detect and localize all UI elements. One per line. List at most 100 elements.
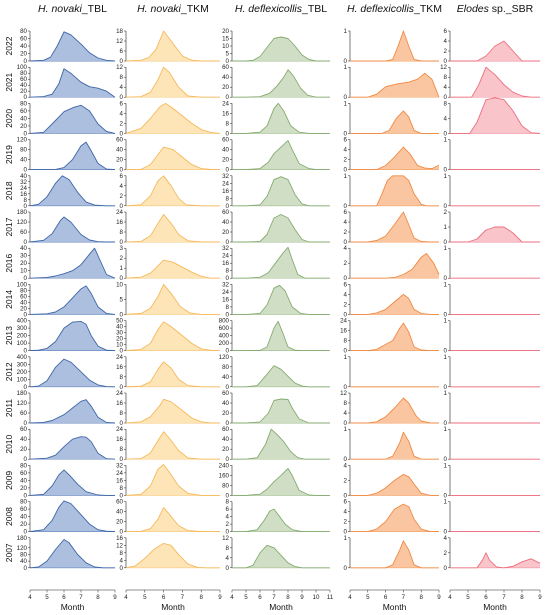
panel-2020-hd_tbl: 0 8 16 24 bbox=[222, 100, 330, 137]
y-tick-label: 240 bbox=[219, 462, 230, 469]
density-area bbox=[232, 69, 330, 98]
panel-2011-hd_tbl: 0 20 40 60 bbox=[222, 390, 330, 427]
panel-2016-hd_tkm: 0 2 4 bbox=[344, 245, 440, 282]
density-area bbox=[30, 469, 115, 496]
y-tick-label: 60 bbox=[20, 293, 27, 300]
y-tick-label: 0 bbox=[24, 348, 28, 355]
x-tick-label: 5 bbox=[466, 594, 470, 601]
y-tick-label: 180 bbox=[17, 390, 28, 397]
x-tick-label: 6 bbox=[384, 594, 388, 601]
y-tick-label: 40 bbox=[20, 558, 27, 565]
y-tick-label: 0 bbox=[120, 456, 124, 463]
y-tick-label: 0 bbox=[344, 529, 348, 536]
y-tick-label: 0 bbox=[120, 565, 124, 572]
y-tick-label: 0 bbox=[24, 275, 28, 282]
density-line bbox=[125, 146, 221, 171]
density-line bbox=[125, 102, 221, 134]
y-tick-label: 0 bbox=[226, 58, 230, 65]
panel-2022-el_sbr: 0 2 4 6 bbox=[444, 28, 540, 65]
panel-2012-el_sbr: 01 bbox=[444, 354, 540, 391]
panel-2020-hd_tkm: 01 bbox=[344, 100, 439, 137]
year-label-2011: 2011 bbox=[4, 399, 14, 418]
y-tick-label: 1 bbox=[444, 462, 448, 469]
density-area bbox=[126, 67, 220, 98]
y-tick-label: 0 bbox=[120, 130, 124, 137]
y-tick-label: 2 bbox=[226, 521, 230, 528]
y-tick-label: 60 bbox=[222, 64, 229, 71]
panel-2018-el_sbr: 01 bbox=[444, 173, 540, 210]
y-tick-label: 16 bbox=[222, 110, 229, 117]
y-tick-label: 0 bbox=[226, 565, 230, 572]
density-area bbox=[126, 321, 220, 351]
density-area bbox=[30, 248, 115, 279]
y-tick-label: 60 bbox=[20, 410, 27, 417]
panel-2008-el_sbr: 01 bbox=[444, 499, 540, 536]
density-area bbox=[30, 31, 115, 61]
y-tick-label: 2 bbox=[344, 157, 348, 164]
year-label-2018: 2018 bbox=[4, 181, 14, 200]
panel-2019-el_sbr: 01 bbox=[444, 137, 540, 174]
density-line bbox=[232, 176, 330, 207]
panel-2014-el_sbr: 01 bbox=[444, 281, 540, 318]
y-tick-label: 12 bbox=[116, 64, 123, 71]
y-tick-label: 4 bbox=[344, 245, 348, 252]
panel-2016-hn_tkm: 0 1 2 3 bbox=[120, 245, 220, 282]
y-tick-label: 100 bbox=[17, 340, 28, 347]
panel-2017-hd_tbl: 0 20 40 60 bbox=[222, 209, 330, 246]
y-tick-label: 24 bbox=[116, 390, 123, 397]
panel-2013-hd_tkm: 0 8 16 24 bbox=[340, 318, 439, 355]
y-tick-label: 160 bbox=[219, 472, 230, 479]
y-tick-label: 1 bbox=[444, 245, 448, 252]
y-tick-label: 5 bbox=[120, 296, 124, 303]
y-tick-label: 1 bbox=[344, 64, 348, 71]
y-tick-label: 2 bbox=[444, 550, 448, 557]
x-axis-hn_tbl: 4 5 6 7 8 9 Month bbox=[28, 589, 117, 612]
y-tick-label: 0 bbox=[226, 239, 230, 246]
y-tick-label: 0 bbox=[120, 311, 124, 318]
density-line bbox=[232, 544, 330, 569]
y-tick-label: 6 bbox=[226, 506, 230, 513]
density-line bbox=[125, 321, 221, 352]
panel-2019-hd_tbl: 0 20 40 60 bbox=[222, 137, 330, 174]
density-line bbox=[125, 464, 220, 496]
panel-2010-hd_tkm: 01 bbox=[344, 426, 439, 463]
x-tick-label: 7 bbox=[79, 594, 83, 601]
density-line bbox=[350, 397, 439, 424]
density-area bbox=[30, 500, 115, 532]
y-tick-label: 8 bbox=[226, 195, 230, 202]
panel-2022-hd_tkm: 01 bbox=[344, 28, 439, 65]
y-tick-label: 0 bbox=[344, 348, 348, 355]
year-label-2007: 2007 bbox=[4, 543, 14, 562]
y-tick-label: 16 bbox=[116, 477, 123, 484]
x-tick-label: 6 bbox=[484, 594, 488, 601]
y-tick-label: 40 bbox=[20, 157, 27, 164]
y-tick-label: 40 bbox=[222, 436, 229, 443]
panel-2018-hn_tkm: 0 2 4 6 bbox=[120, 173, 220, 210]
y-tick-label: 80 bbox=[20, 100, 27, 107]
density-area bbox=[232, 176, 330, 206]
column-title-species: H. novaki bbox=[137, 3, 181, 15]
column-title-species: H. deflexicollis bbox=[235, 3, 303, 15]
density-area bbox=[350, 31, 439, 61]
x-tick-label: 8 bbox=[286, 594, 290, 601]
density-area bbox=[350, 294, 439, 315]
density-line bbox=[350, 146, 440, 171]
y-tick-label: 8 bbox=[226, 304, 230, 311]
column-title-hd_tkm: H. deflexicollis_TKM bbox=[347, 3, 442, 15]
panel-2022-hn_tkm: 0 6 12 18 bbox=[116, 28, 220, 65]
y-tick-label: 0 bbox=[344, 275, 348, 282]
density-line bbox=[232, 284, 330, 315]
density-area bbox=[232, 285, 330, 315]
density-area bbox=[126, 399, 220, 423]
y-tick-label: 2 bbox=[344, 260, 348, 267]
y-tick-label: 0 bbox=[24, 420, 28, 427]
x-tick-label: 8 bbox=[419, 594, 423, 601]
density-area bbox=[30, 436, 115, 460]
density-line bbox=[232, 246, 330, 279]
y-tick-label: 40 bbox=[20, 43, 27, 50]
y-tick-label: 40 bbox=[222, 400, 229, 407]
y-tick-label: 18 bbox=[116, 28, 123, 35]
